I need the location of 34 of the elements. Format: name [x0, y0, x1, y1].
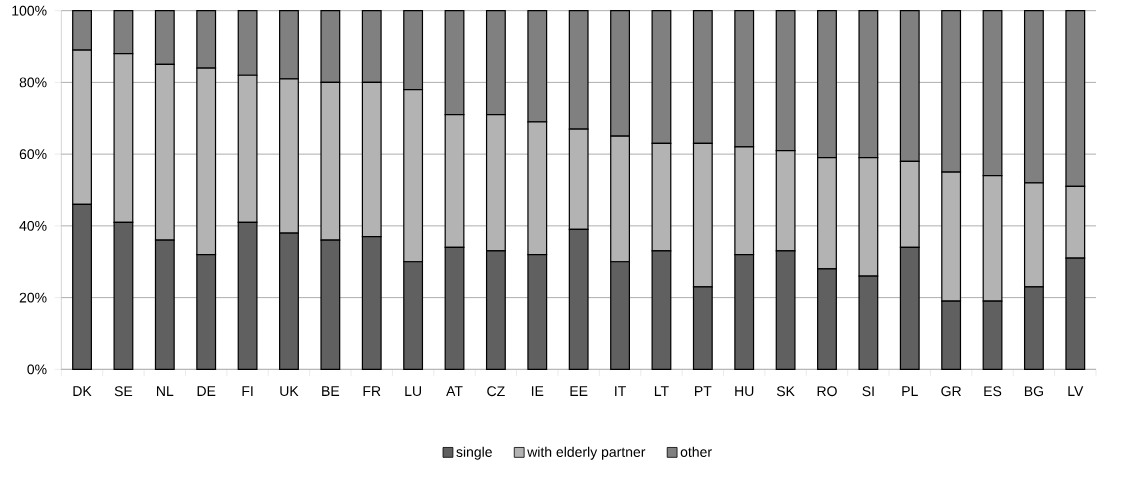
y-tick-label: 20%: [19, 292, 47, 303]
legend-label: with elderly partner: [527, 446, 646, 460]
legend-label: other: [680, 446, 712, 458]
x-tick-label: IT: [615, 386, 626, 397]
x-tick-label: PL: [902, 386, 918, 397]
x-tick-label: FR: [363, 386, 381, 397]
x-tick-label: AT: [446, 386, 463, 397]
x-tick-label: HU: [735, 386, 754, 397]
x-tick-label: BG: [1024, 386, 1043, 397]
x-tick-label: DK: [73, 386, 92, 397]
x-tick-label: EE: [570, 386, 588, 397]
y-tick-label: 100%: [12, 5, 47, 16]
x-tick-label: LT: [654, 386, 669, 397]
x-tick-label: ES: [984, 386, 1002, 397]
x-tick-label: LV: [1068, 386, 1084, 397]
y-tick-label: 0%: [27, 364, 47, 375]
x-tick-label: SE: [114, 386, 133, 397]
x-tick-label: DE: [197, 386, 216, 397]
x-tick-label: RO: [817, 386, 837, 397]
x-tick-label: FI: [242, 386, 253, 397]
x-tick-label: IE: [531, 386, 544, 397]
x-tick-label: GR: [941, 386, 961, 397]
x-tick-label: NL: [157, 386, 174, 397]
x-tick-label: SI: [862, 386, 874, 397]
x-tick-label: BE: [322, 386, 340, 397]
x-tick-label: LU: [405, 386, 421, 397]
x-tick-label: UK: [280, 386, 299, 397]
y-tick-label: 80%: [19, 77, 47, 88]
legend-label: single: [456, 446, 492, 460]
y-tick-label: 60%: [19, 149, 47, 160]
x-tick-label: SK: [776, 386, 795, 397]
x-tick-label: PT: [695, 386, 712, 397]
x-tick-label: CZ: [487, 386, 505, 397]
y-tick-label: 40%: [19, 221, 47, 231]
